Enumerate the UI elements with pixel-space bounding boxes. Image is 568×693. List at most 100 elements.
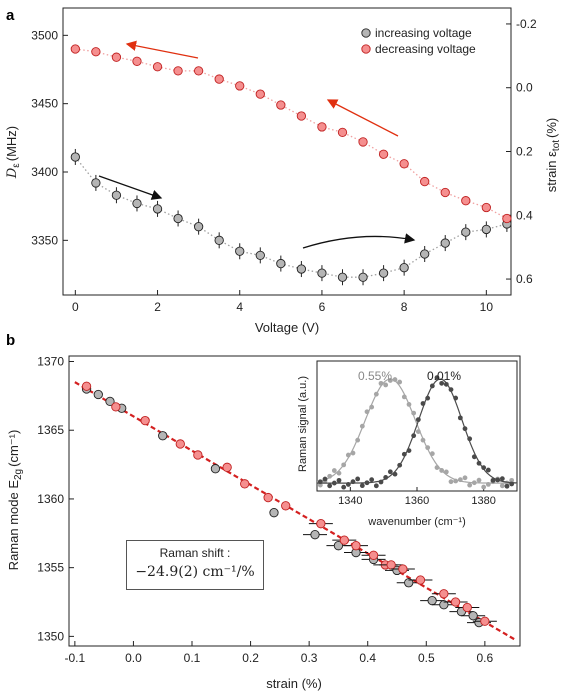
a-xtick-label: 4 [236,300,243,314]
inset-point-1 [341,484,347,490]
inset-point-0 [401,394,407,400]
inset-point-1 [439,380,445,386]
inset-point-0 [331,468,337,473]
a-point-increasing [193,222,204,232]
b-xtick-label: 0.5 [418,651,435,665]
inset-point-0 [406,401,412,407]
inset-point-1 [509,481,515,487]
panel-a-points [70,44,512,286]
a-point-increasing [317,268,327,278]
inset-point-1 [336,477,342,483]
legend-marker-increasing [361,28,371,38]
inset-point-0 [397,379,403,385]
inset-point-1 [443,381,449,387]
inset-point-1 [499,476,505,482]
inset-point-0 [481,484,487,490]
inset-point-0 [317,482,323,488]
inset-point-1 [345,482,351,487]
a-point-decreasing [296,111,307,121]
a-point-decreasing [502,213,512,224]
inset-point-1 [481,465,487,471]
inset-point-0 [359,423,365,429]
a-point-decreasing [152,62,163,72]
a-y2tick-label: 0.4 [516,208,533,222]
inset-point-1 [504,483,510,489]
inset-point-1 [425,395,431,401]
a-point-decreasing [235,81,245,91]
a-point-decreasing [111,52,122,62]
a-xtick-label: 10 [480,300,494,314]
b-point-decreasing [281,501,291,511]
inset-point-1 [471,454,477,460]
panel-b-label: b [6,332,15,349]
b-point-decreasing [81,381,92,391]
a-point-decreasing [132,56,142,66]
inset-point-0 [429,451,435,457]
b-point-increasing [158,431,168,441]
inset-point-1 [495,477,501,483]
inset-point-1 [369,477,375,483]
a-point-increasing [378,268,389,278]
a-ytick-label: 3400 [31,165,58,179]
a-point-increasing [111,190,122,200]
inset-point-0 [373,391,379,397]
b-xtick-label: -0.1 [65,651,86,665]
inset-point-1 [457,415,463,421]
inset-point-1 [331,480,337,486]
a-point-decreasing [276,100,286,110]
b-point-decreasing [222,462,232,472]
inset-point-0 [467,482,473,488]
inset-point-0 [453,478,459,484]
inset-point-1 [411,433,417,439]
b-point-increasing [269,508,279,518]
inset-xtick-label: 1380 [471,495,495,507]
inset-point-0 [364,409,370,415]
inset-point-1 [485,467,491,473]
inset-point-1 [317,479,323,485]
b-point-decreasing [193,450,203,460]
inset-point-1 [350,479,356,485]
inset-point-0 [387,378,393,383]
inset-point-1 [359,483,365,489]
raman-shift-value: −24.9(2) cm⁻¹/% [135,564,255,580]
b-point-decreasing [462,602,472,613]
b-point-increasing [333,541,344,551]
inset-point-1 [476,460,482,466]
inset-point-1 [462,426,468,432]
arrow-red-top [125,40,199,59]
inset-point-1 [406,448,412,454]
b-xtick-label: 0.0 [125,651,142,665]
a-point-increasing [70,152,80,162]
inset-point-0 [425,445,431,451]
legend-marker-decreasing [361,44,371,54]
b-xtick-label: 0.4 [359,651,376,665]
inset-point-0 [462,475,468,481]
inset-point-0 [471,480,477,486]
a-xtick-label: 0 [72,300,79,314]
a-point-decreasing [378,149,389,159]
inset-point-0 [443,469,449,475]
inset-point-0 [499,483,505,489]
inset-point-0 [476,477,482,483]
inset-point-0 [341,462,347,468]
panel-a-ticks: 0 2 4 6 8 10 3350 3400 3450 3500 -0.2 0.0 0.2 0.4 0.6 [31,17,537,314]
inset-point-1 [429,383,435,389]
a-point-increasing [152,204,163,214]
a-ytick-label: 3500 [31,28,58,42]
inset-label-001: 0.01% [427,369,461,383]
inset-point-0 [378,380,384,386]
b-ytick-label: 1360 [37,492,64,506]
a-point-decreasing [337,127,348,138]
inset-point-1 [327,483,333,489]
a-point-increasing [461,227,471,237]
a-point-increasing [337,272,348,282]
a-point-decreasing [70,44,80,54]
b-point-decreasing [351,541,361,551]
panel-b-xlabel: strain (%) [266,676,322,691]
inset-point-1 [392,471,398,477]
a-point-increasing [173,213,183,224]
inset-point-0 [383,382,389,388]
inset-point-0 [448,479,454,485]
panel-a-xlabel: Voltage (V) [255,320,319,335]
